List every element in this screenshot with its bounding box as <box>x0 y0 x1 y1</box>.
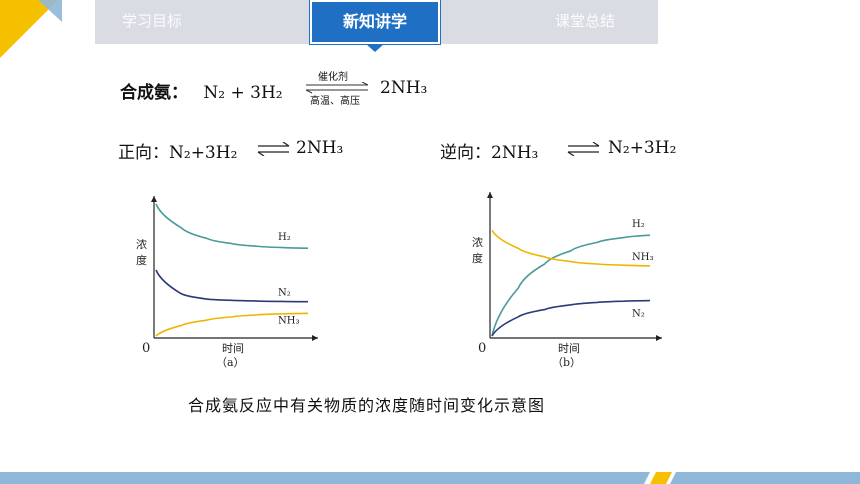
series-line-2 <box>491 299 651 337</box>
panel-label: （b） <box>552 356 581 369</box>
series-label-0: H₂ <box>632 219 645 230</box>
series-label-2: N₂ <box>632 309 645 320</box>
series-label-0: H₂ <box>278 232 291 243</box>
synthesis-equation: 合成氨： N₂ + 3H₂ <box>120 78 283 103</box>
figure-caption: 合成氨反应中有关物质的浓度随时间变化示意图 <box>188 396 546 415</box>
synthesis-product: 2NH₃ <box>380 78 428 98</box>
conditions-label: 高温、高压 <box>310 96 360 107</box>
series-line-1 <box>155 269 309 303</box>
x-axis-arrow <box>656 335 662 341</box>
tab-learning-goals[interactable]: 学习目标 <box>122 12 183 30</box>
x-axis-arrow <box>312 335 318 341</box>
forward-reactants: N₂+3H₂ <box>169 143 238 163</box>
forward-label: 正向： <box>118 143 169 163</box>
forward-equilibrium-arrow <box>257 142 290 156</box>
reverse-product: N₂+3H₂ <box>608 138 677 158</box>
y-axis-label: 度 <box>136 253 147 267</box>
synthesis-label: 合成氨： <box>120 83 188 103</box>
tab-new-knowledge[interactable]: 新知讲学 <box>310 0 440 44</box>
forward-product: 2NH₃ <box>296 138 344 158</box>
series-line-2 <box>155 312 309 337</box>
corner-decoration <box>0 0 62 58</box>
origin-label: 0 <box>478 341 486 356</box>
series-line-0 <box>491 234 651 337</box>
footer-stripe <box>0 472 860 484</box>
tab-class-summary[interactable]: 课堂总结 <box>555 12 616 30</box>
y-axis-arrow <box>487 192 493 198</box>
series-label-1: NH₃ <box>632 252 653 263</box>
synthesis-reactants: N₂ + 3H₂ <box>203 83 283 103</box>
series-line-0 <box>155 203 309 250</box>
y-axis-arrow <box>151 196 157 202</box>
reverse-reaction: 逆向：2NH₃ <box>440 138 538 163</box>
series-label-1: N₂ <box>278 288 291 299</box>
y-axis-label: 浓 <box>472 236 483 249</box>
active-tab-pointer <box>366 44 384 52</box>
reverse-equilibrium-arrow <box>567 142 600 156</box>
origin-label: 0 <box>142 341 150 356</box>
panel-label: （a） <box>216 356 245 369</box>
reverse-reactants: 2NH₃ <box>491 143 539 163</box>
reversible-arrow <box>305 82 369 94</box>
y-axis-label: 度 <box>472 251 483 265</box>
reverse-label: 逆向： <box>440 143 491 163</box>
series-line-1 <box>491 229 651 267</box>
x-axis-label: 时间 <box>558 342 580 355</box>
series-label-2: NH₃ <box>278 315 299 326</box>
x-axis-label: 时间 <box>222 342 244 355</box>
forward-reaction: 正向：N₂+3H₂ <box>118 138 237 163</box>
catalyst-label: 催化剂 <box>318 72 348 83</box>
y-axis-label: 浓 <box>136 238 147 251</box>
